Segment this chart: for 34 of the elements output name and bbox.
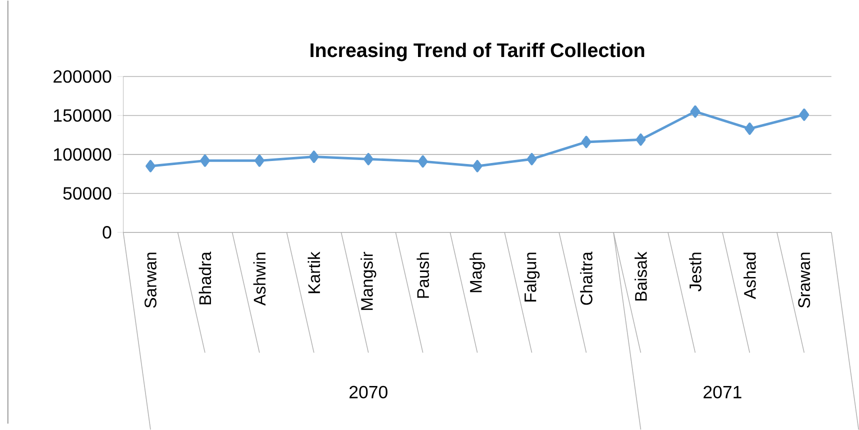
x-tick-label: Falgun: [524, 252, 540, 302]
text: 2071: [704, 386, 742, 398]
point: [636, 133, 646, 146]
point: [744, 122, 755, 135]
point: [472, 160, 482, 172]
point: [799, 108, 810, 121]
point: [526, 152, 537, 166]
chart-title: Increasing Trend of Tariff Collection: [310, 42, 644, 62]
point: [418, 155, 428, 168]
point: [146, 160, 156, 172]
x-tick-label: Magh: [470, 252, 486, 292]
point: [254, 154, 264, 167]
y-tick-label: 150000: [54, 109, 112, 122]
x-tick-label: Chaitra: [580, 252, 592, 305]
y-tick-label: 0: [102, 226, 112, 239]
x-tick-label: Baisak: [634, 252, 647, 301]
x-tick-label: Ashwin: [253, 252, 266, 306]
x-tick-label: Paush: [416, 252, 430, 298]
x-tick-label: Jesth: [689, 252, 702, 292]
x-tick-label: Ashad: [744, 252, 756, 300]
point: [581, 136, 592, 148]
x-tick-label: Mangsir: [360, 252, 376, 310]
point: [690, 105, 700, 118]
text: 2070: [350, 386, 388, 398]
point: [363, 152, 374, 166]
point: [200, 154, 210, 167]
x-tick-label: Srawan: [798, 252, 810, 308]
y-tick-label: 200000: [54, 70, 112, 83]
x-tick-label: Sarwan: [144, 252, 156, 308]
y-tick-label: 100000: [54, 148, 112, 161]
x-tick-label: Kartik: [308, 252, 320, 294]
point: [308, 150, 319, 163]
x-tick-label: Bhadra: [198, 252, 212, 304]
y-tick-label: 50000: [63, 187, 112, 200]
